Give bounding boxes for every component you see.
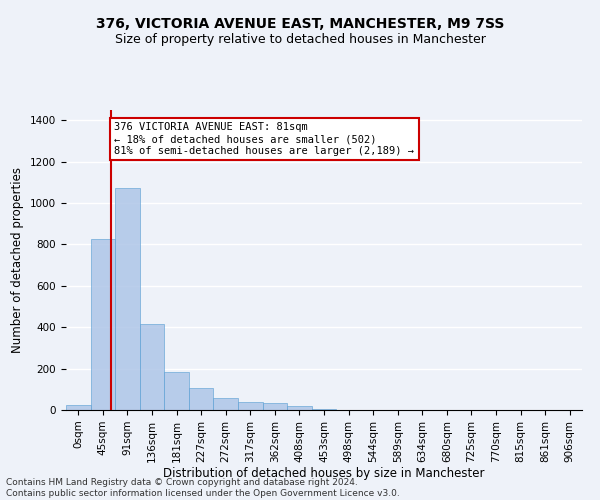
Text: 376, VICTORIA AVENUE EAST, MANCHESTER, M9 7SS: 376, VICTORIA AVENUE EAST, MANCHESTER, M… bbox=[96, 18, 504, 32]
Bar bbox=[263, 404, 287, 410]
Text: 376 VICTORIA AVENUE EAST: 81sqm
← 18% of detached houses are smaller (502)
81% o: 376 VICTORIA AVENUE EAST: 81sqm ← 18% of… bbox=[115, 122, 415, 156]
Y-axis label: Number of detached properties: Number of detached properties bbox=[11, 167, 25, 353]
Bar bbox=[312, 409, 336, 410]
Bar bbox=[287, 406, 312, 410]
Text: Contains HM Land Registry data © Crown copyright and database right 2024.
Contai: Contains HM Land Registry data © Crown c… bbox=[6, 478, 400, 498]
Bar bbox=[66, 405, 91, 410]
Bar bbox=[91, 240, 115, 410]
Bar bbox=[238, 402, 263, 410]
Bar bbox=[140, 324, 164, 410]
Bar bbox=[115, 188, 140, 410]
Bar bbox=[214, 398, 238, 410]
X-axis label: Distribution of detached houses by size in Manchester: Distribution of detached houses by size … bbox=[163, 468, 485, 480]
Bar bbox=[189, 388, 214, 410]
Text: Size of property relative to detached houses in Manchester: Size of property relative to detached ho… bbox=[115, 32, 485, 46]
Bar bbox=[164, 372, 189, 410]
